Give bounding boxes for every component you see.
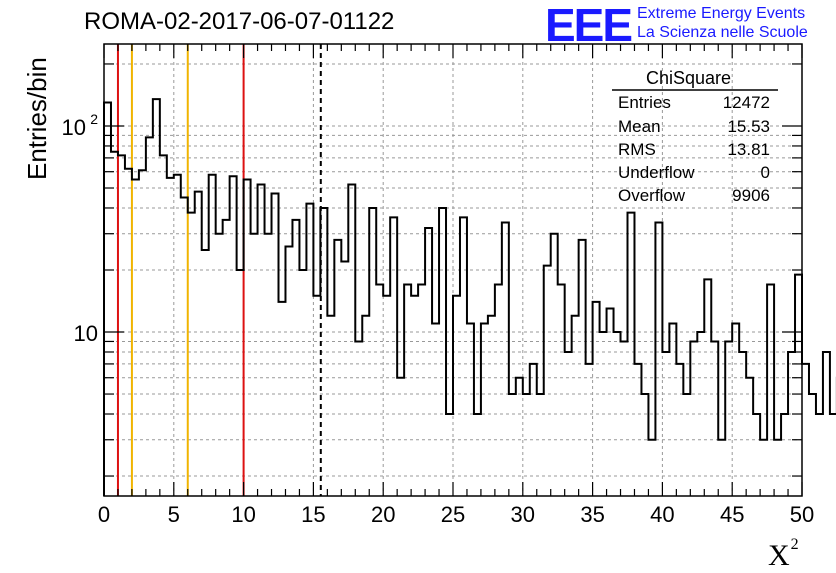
logo-line-1: Extreme Energy Events [637, 5, 806, 22]
x-tick-label: 50 [790, 502, 814, 527]
logo-line-2: La Scienza nelle Scuole [637, 24, 808, 41]
x-tick-label: 20 [371, 502, 395, 527]
stat-key: Overflow [618, 186, 686, 205]
stat-row-entries: Entries 12472 [618, 93, 770, 115]
stat-row-rms: RMS 13.81 [618, 140, 770, 162]
x-tick-label: 40 [650, 502, 674, 527]
x-tick-label: 35 [580, 502, 604, 527]
x-axis-label-text: X [768, 539, 790, 572]
x-axis-label-superscript: 2 [790, 536, 799, 553]
histogram-layer [103, 98, 836, 496]
x-tick-label: 10 [231, 502, 255, 527]
stat-row-underflow: Underflow 0 [618, 163, 770, 185]
stat-value: 9906 [732, 186, 770, 205]
stat-key: RMS [618, 140, 656, 159]
x-tick-label: 30 [511, 502, 535, 527]
x-tick-label: 5 [168, 502, 180, 527]
run-title: ROMA-02-2017-06-07-01122 [84, 8, 395, 35]
stat-key: Mean [618, 117, 661, 136]
x-tick-label: 15 [301, 502, 325, 527]
stat-value: 13.81 [727, 140, 770, 159]
histogram-bars [103, 98, 836, 496]
stat-row-mean: Mean 15.53 [618, 117, 770, 139]
stat-key: Underflow [618, 163, 695, 182]
stat-row-overflow: Overflow 9906 [618, 186, 770, 208]
y-tick-label: 10 [62, 115, 86, 140]
stat-value: 15.53 [727, 117, 770, 136]
stat-value: 0 [760, 163, 770, 182]
y-tick-label-exponent: 2 [90, 111, 98, 127]
stats-title: ChiSquare [646, 68, 732, 88]
stat-key: Entries [618, 93, 671, 112]
stat-value: 12472 [722, 93, 770, 112]
x-tick-label: 25 [441, 502, 465, 527]
x-tick-label: 45 [720, 502, 744, 527]
eee-logo: EEE [545, 0, 633, 51]
x-axis-label: X2 [768, 536, 799, 573]
y-axis-label: Entries/bin [22, 57, 52, 180]
y-tick-label: 10 [74, 321, 98, 346]
x-tick-label: 0 [98, 502, 110, 527]
